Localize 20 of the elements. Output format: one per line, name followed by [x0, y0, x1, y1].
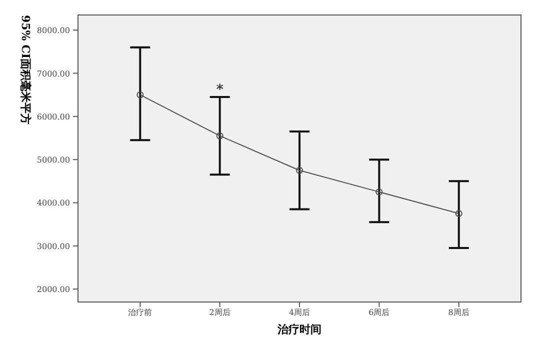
- x-tick-label: 2周后: [209, 308, 230, 317]
- x-tick-label: 6周后: [368, 308, 390, 317]
- y-tick-label: 8000.00: [36, 26, 70, 36]
- y-tick-label: 7000.00: [36, 69, 70, 78]
- y-tick-label: 5000.00: [36, 156, 70, 165]
- x-tick-label: 8周后: [448, 308, 470, 317]
- point: [376, 188, 383, 196]
- y-tick-label: 3000.00: [36, 242, 70, 251]
- annotation: *: [216, 82, 224, 98]
- y-axis-title: 95% CI面积毫米平方: [19, 15, 32, 124]
- point: [136, 91, 144, 98]
- point: [296, 166, 303, 174]
- x-axis-title: 治疗时间: [276, 323, 322, 336]
- point: [455, 210, 462, 218]
- y-tick-label: 2000.00: [36, 285, 70, 294]
- point: [216, 132, 224, 140]
- x-tick-label: 4周后: [288, 308, 310, 317]
- x-tick-label: 治疗前: [128, 308, 152, 317]
- y-tick-label: 6000.00: [36, 112, 70, 122]
- y-tick-label: 4000.00: [36, 198, 70, 208]
